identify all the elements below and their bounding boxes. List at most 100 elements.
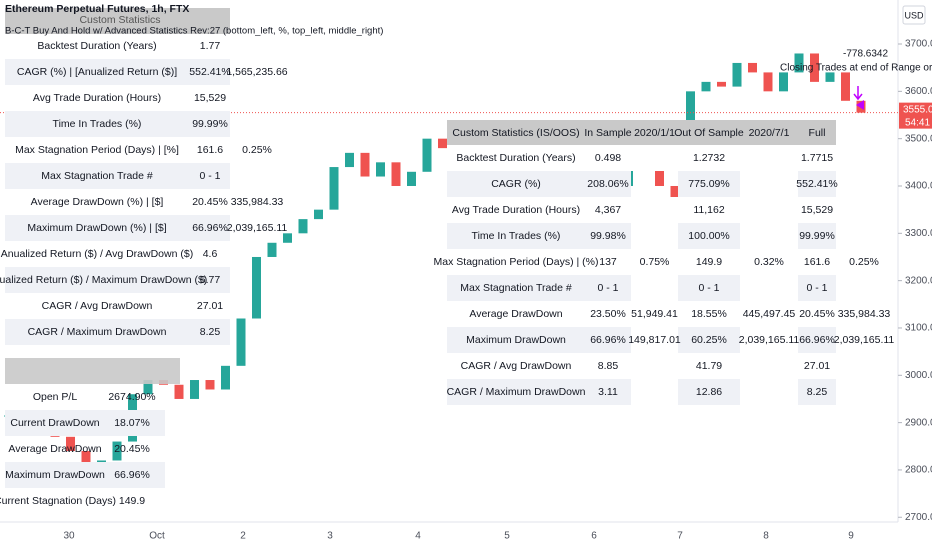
candle <box>376 162 385 177</box>
row-bg <box>447 327 585 353</box>
table-cell: Avg Trade Duration (Hours) <box>33 92 161 104</box>
candle <box>112 441 122 461</box>
table-cell: Open P/L <box>33 391 78 403</box>
table-cell: 1.2732 <box>693 152 725 164</box>
table-cell: 1.77 <box>200 40 221 52</box>
table-cell: 335,984.33 <box>838 308 891 320</box>
row-bg <box>447 145 892 171</box>
table-cell: 18.07% <box>114 417 150 429</box>
row-bg <box>5 462 165 488</box>
candle <box>763 72 773 92</box>
table-cell: Anualized Return ($) / Avg DrawDown ($) <box>1 248 193 260</box>
table-cell: 0 - 1 <box>597 282 618 294</box>
row-bg <box>798 223 836 249</box>
row-bg <box>5 267 230 293</box>
table-cell: Average DrawDown <box>8 443 101 455</box>
candle <box>422 138 432 172</box>
candle <box>360 152 370 177</box>
table-cell: Custom Statistics (IS/OOS) <box>452 127 579 139</box>
currency: USD <box>904 10 924 20</box>
candle <box>298 219 308 234</box>
row-bg <box>798 275 836 301</box>
annotation: Closing Trades at end of Range or Bac <box>780 63 932 74</box>
table-cell: 0.75% <box>640 256 670 268</box>
candle <box>779 72 788 92</box>
candle <box>391 162 401 186</box>
table-header: Custom Statistics <box>79 14 160 26</box>
table-cell: 0.498 <box>595 152 621 164</box>
trade-marker <box>856 100 864 110</box>
row-bg <box>798 327 836 353</box>
row-bg <box>798 171 836 197</box>
table-cell: 137 <box>599 256 617 268</box>
candle <box>329 167 339 210</box>
x-tick-label: 6 <box>591 531 597 542</box>
row-bg <box>447 197 892 223</box>
table-cell: 0 - 1 <box>806 282 827 294</box>
row-bg <box>5 163 230 189</box>
table-cell: 23.50% <box>590 308 626 320</box>
table-cell: 66.96% <box>799 334 835 346</box>
table-cell: 100.00% <box>688 230 729 242</box>
candle <box>670 185 680 205</box>
table-cell: 2020/7/1 <box>749 127 790 139</box>
x-tick-label: 3 <box>327 531 333 542</box>
table-cell: 3.11 <box>598 386 618 398</box>
candle <box>81 451 91 466</box>
table-header-bg <box>447 120 836 146</box>
x-tick-label: 4 <box>415 531 421 542</box>
table-cell: 552.41% <box>796 178 837 190</box>
tables: Custom Statistics Backtest Duration (Year… <box>0 8 894 507</box>
table-cell: 2,039,165.11 <box>227 222 288 234</box>
table-cell: 99.98% <box>590 230 626 242</box>
table-cell: 18.55% <box>691 308 727 320</box>
y-tick-label: 3700.0 <box>905 39 932 50</box>
last-price-box <box>899 102 932 129</box>
x-tick-label: 5 <box>504 531 510 542</box>
row-bg <box>447 223 585 249</box>
row-bg <box>5 111 230 137</box>
table-cell: 60.25% <box>691 334 727 346</box>
table-cell: 99.99% <box>192 118 228 130</box>
table-cell: 20.45% <box>799 308 835 320</box>
table-header-bg <box>5 8 230 34</box>
row-bg <box>5 189 230 215</box>
row-bg <box>585 223 631 249</box>
candle <box>438 138 447 149</box>
candle <box>314 209 323 220</box>
row-bg <box>5 293 230 319</box>
table-cell: 445,497.45 <box>743 308 796 320</box>
candle <box>283 233 292 243</box>
table-cell: 66.96% <box>590 334 626 346</box>
table-cell: 66.96% <box>114 469 150 481</box>
table-cell: Backtest Duration (Years) <box>37 40 156 52</box>
candle <box>190 380 199 399</box>
table-cell: 15,529 <box>801 204 833 216</box>
table-cell: 8.25 <box>200 326 221 338</box>
table-cell: 20.45% <box>114 443 150 455</box>
candle <box>267 242 277 257</box>
table-cell: CAGR / Maximum DrawDown <box>447 386 586 398</box>
candle <box>345 152 354 168</box>
table-cell: Full <box>809 127 826 139</box>
table-cell: Maximum DrawDown (%) | [$] <box>27 222 166 234</box>
table-cell: Time In Trades (%) <box>472 230 561 242</box>
table-cell: Anualized Return ($) / Maximum DrawDown … <box>0 274 207 286</box>
row-bg <box>447 379 585 405</box>
table-cell: CAGR (%) <box>491 178 541 190</box>
table-cell: Current Stagnation (Days) <box>0 495 116 507</box>
table-cell: 8.85 <box>598 360 619 372</box>
row-bg <box>5 59 230 85</box>
annotation: -778.6342 <box>843 49 888 60</box>
table-cell: 0.32% <box>754 256 784 268</box>
candle <box>841 72 850 101</box>
row-bg <box>447 275 585 301</box>
table-cell: 2674.90% <box>108 391 155 403</box>
y-tick-label: 3500.0 <box>905 133 932 144</box>
row-bg <box>447 171 585 197</box>
candle <box>252 256 261 319</box>
table-cell: Avg Trade Duration (Hours) <box>452 204 580 216</box>
x-tick-label: 7 <box>677 531 683 542</box>
row-bg <box>678 223 740 249</box>
currency-button[interactable] <box>902 5 926 25</box>
